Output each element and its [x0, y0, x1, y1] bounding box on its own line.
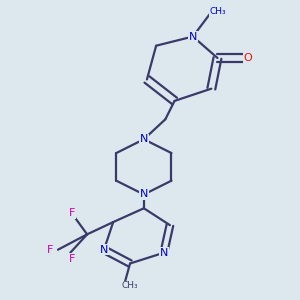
Text: N: N [140, 134, 148, 144]
Text: F: F [47, 245, 53, 255]
Text: F: F [69, 208, 75, 218]
Text: N: N [189, 32, 197, 41]
Text: O: O [244, 53, 253, 63]
Text: N: N [100, 245, 108, 255]
Text: F: F [69, 254, 75, 264]
Text: CH₃: CH₃ [122, 281, 138, 290]
Text: N: N [160, 248, 168, 258]
Text: CH₃: CH₃ [209, 8, 226, 16]
Text: N: N [140, 190, 148, 200]
